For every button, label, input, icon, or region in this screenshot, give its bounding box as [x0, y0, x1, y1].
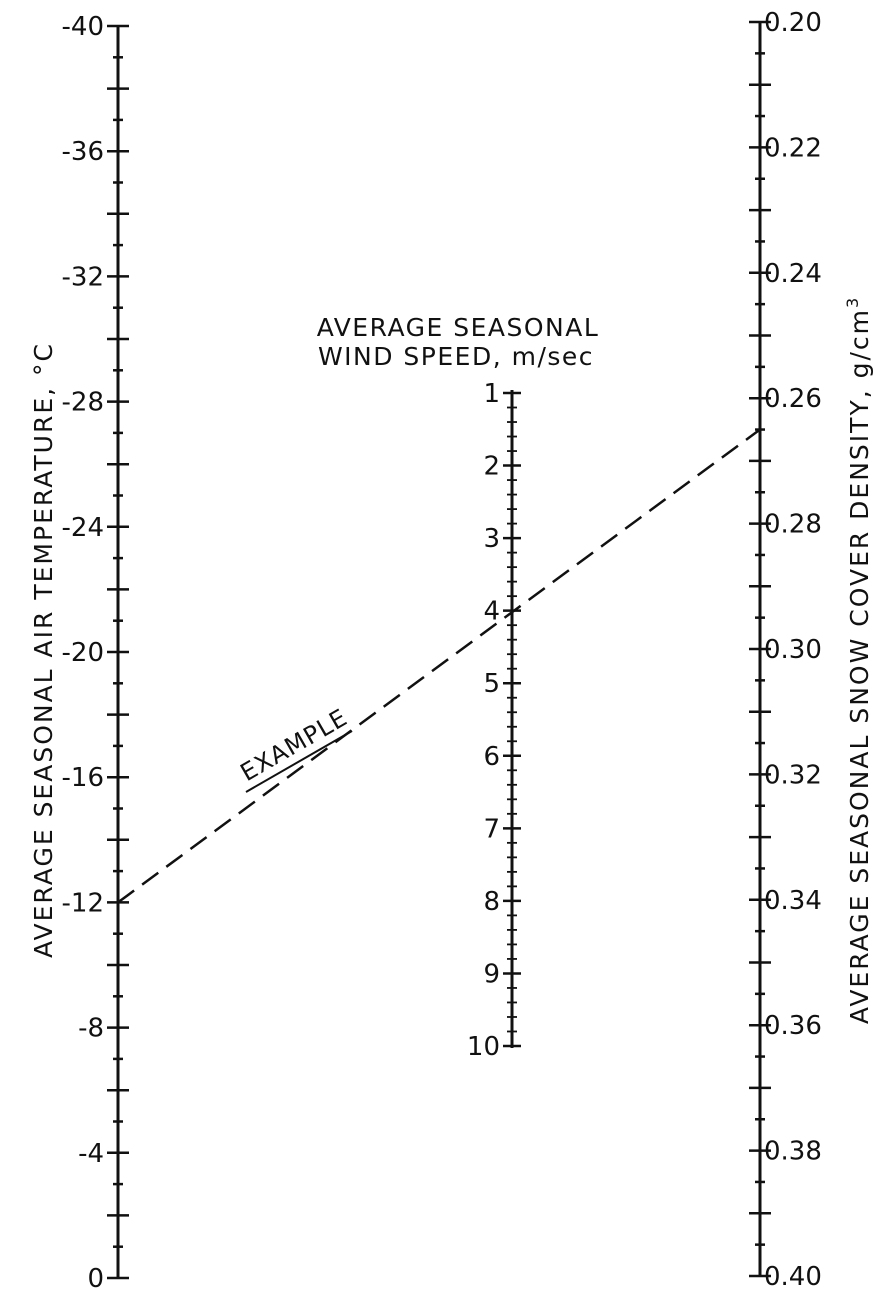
right-tick-label: 0.20 [764, 8, 822, 38]
middle-tick-label: 7 [483, 814, 500, 844]
middle-axis-ticks [503, 391, 521, 1048]
right-tick-label: 0.28 [764, 510, 822, 540]
left-axis-labels: -40-36-32-28-24-20-16-12-8-40 [62, 12, 104, 1294]
example-line [117, 428, 761, 904]
example-line-group: EXAMPLE [117, 428, 761, 904]
left-axis-title: AVERAGE SEASONAL AIR TEMPERATURE, °C [29, 342, 58, 958]
middle-tick-label: 8 [483, 887, 500, 917]
middle-tick-label: 5 [483, 669, 500, 699]
left-tick-label: -40 [62, 12, 104, 42]
left-tick-label: -20 [62, 638, 104, 668]
left-tick-label: -8 [78, 1014, 104, 1044]
right-tick-label: 0.24 [764, 259, 822, 289]
left-axis: -40-36-32-28-24-20-16-12-8-40 AVERAGE SE… [29, 12, 129, 1294]
middle-axis-title-line1: AVERAGE SEASONAL [317, 313, 600, 342]
left-tick-label: -16 [62, 763, 104, 793]
left-tick-label: -4 [78, 1139, 104, 1169]
middle-tick-label: 10 [467, 1032, 500, 1062]
middle-tick-label: 6 [483, 742, 500, 772]
right-tick-label: 0.26 [764, 384, 822, 414]
right-tick-label: 0.32 [764, 760, 822, 790]
middle-axis-title-line2: WIND SPEED, m/sec [318, 342, 594, 371]
right-axis: 0.20 0.22 0.24 0.26 0.28 0.30 0.32 0.34 0.36 0.38… [749, 8, 874, 1292]
right-axis-title: AVERAGE SEASONAL SNOW COVER DENSITY, g/c… [843, 296, 874, 1024]
right-tick-label: 0.34 [764, 886, 822, 916]
right-tick-label: 0.30 [764, 635, 822, 665]
right-axis-labels: 0.20 0.22 0.24 0.26 0.28 0.30 0.32 0.34 0.36 0.38… [764, 8, 822, 1292]
left-tick-label: -28 [62, 388, 104, 418]
example-label-underline [245, 730, 353, 793]
middle-axis: AVERAGE SEASONAL WIND SPEED, m/sec 1 2 3 4 5… [317, 313, 600, 1062]
left-tick-label: -24 [62, 513, 104, 543]
middle-tick-label: 3 [483, 524, 500, 554]
middle-tick-label: 4 [483, 597, 500, 627]
left-tick-label: 0 [87, 1264, 104, 1294]
right-axis-ticks [749, 20, 771, 1278]
left-tick-label: -36 [62, 137, 104, 167]
right-tick-label: 0.36 [764, 1011, 822, 1041]
right-tick-label: 0.40 [764, 1262, 822, 1292]
left-axis-ticks [107, 24, 129, 1280]
left-tick-label: -12 [62, 888, 104, 918]
right-tick-label: 0.38 [764, 1137, 822, 1167]
left-tick-label: -32 [62, 262, 104, 292]
example-label: EXAMPLE [236, 703, 353, 787]
middle-tick-label: 2 [483, 452, 500, 482]
middle-axis-labels: 1 2 3 4 5 6 7 8 9 10 [467, 379, 500, 1062]
middle-tick-label: 1 [483, 379, 500, 409]
middle-tick-label: 9 [483, 959, 500, 989]
right-tick-label: 0.22 [764, 133, 822, 163]
